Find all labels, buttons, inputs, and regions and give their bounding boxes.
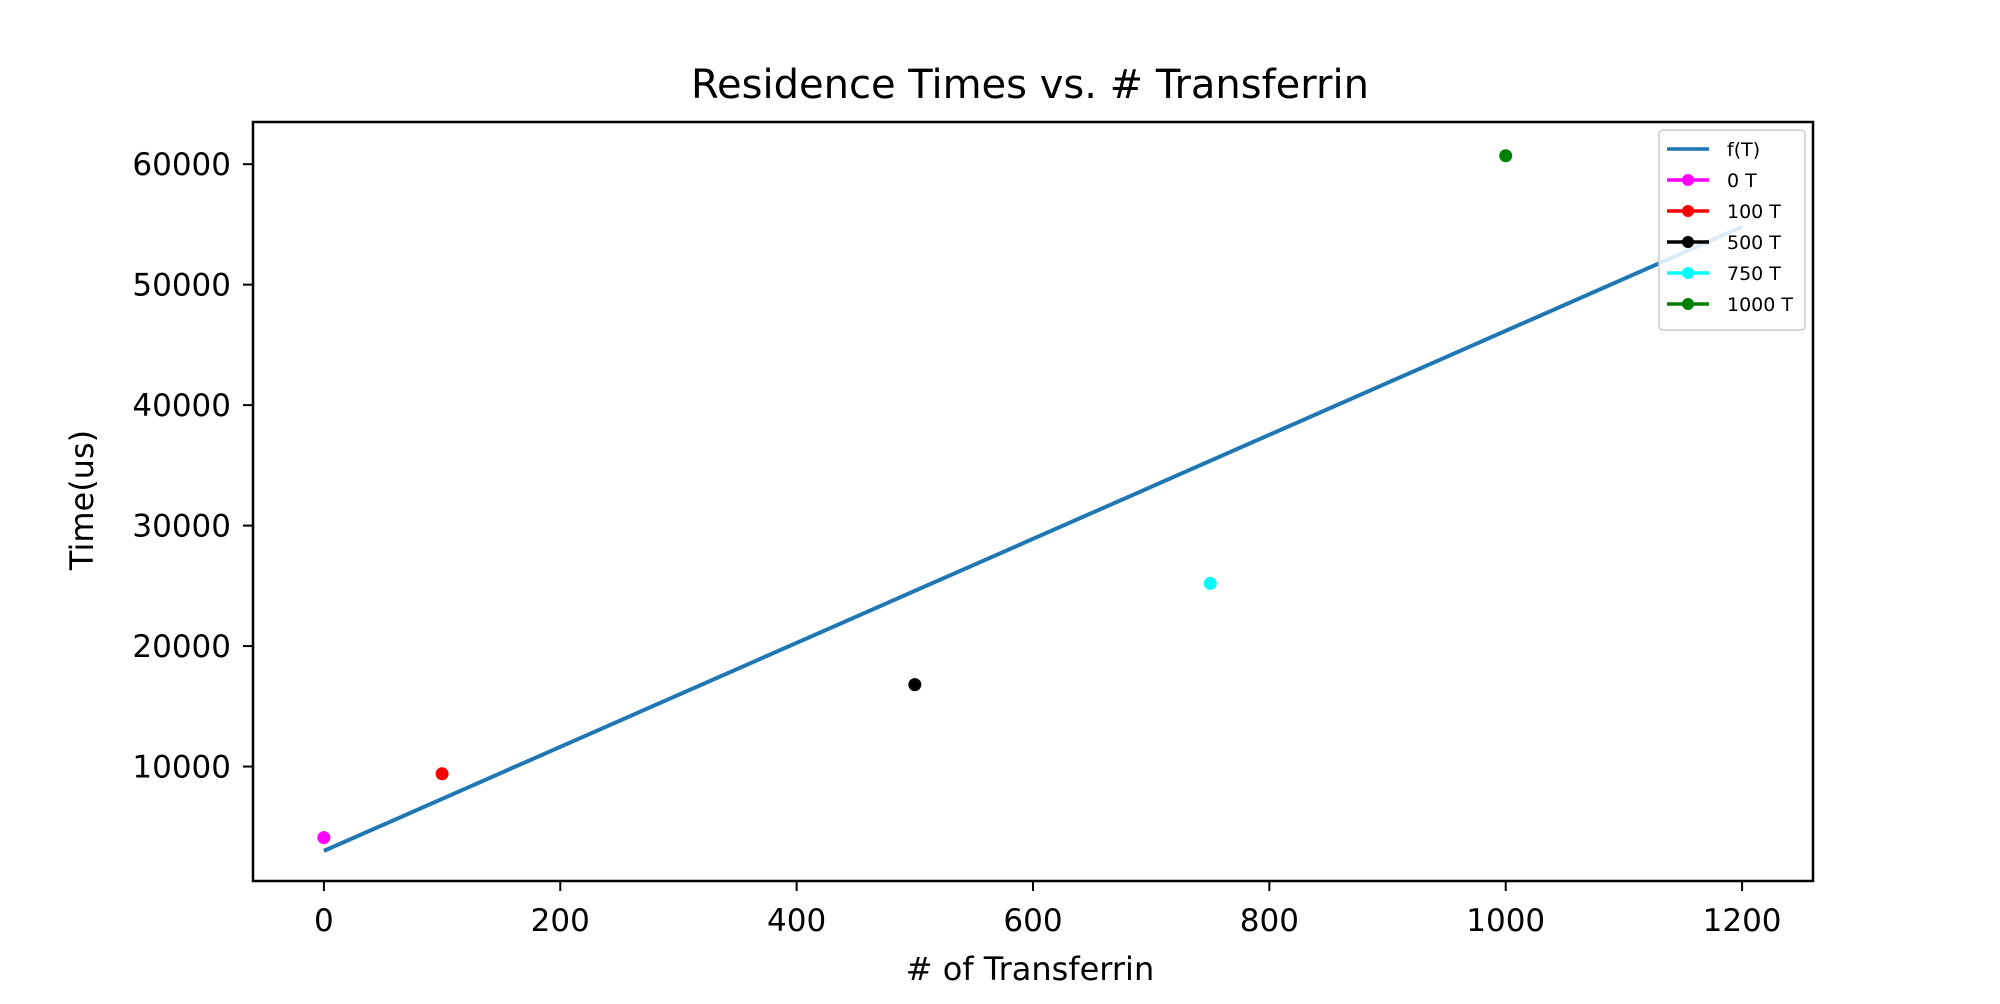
legend-label: 750 T xyxy=(1727,263,1781,285)
legend-label: 0 T xyxy=(1727,170,1757,192)
x-tick-label: 600 xyxy=(1003,903,1062,939)
y-tick-label: 50000 xyxy=(132,268,231,304)
x-tick-label: 0 xyxy=(314,903,334,939)
legend-swatch-marker xyxy=(1682,267,1694,279)
legend-swatch-marker xyxy=(1682,298,1694,310)
legend-swatch-marker xyxy=(1682,236,1694,248)
data-point-750-t xyxy=(1203,576,1217,590)
chart-legend: f(T) 0 T 100 T 500 T 750 T 1000 T xyxy=(1658,129,1806,331)
x-tick-label: 1000 xyxy=(1466,903,1545,939)
legend-label: 500 T xyxy=(1727,232,1781,254)
plot-frame xyxy=(251,120,1815,883)
data-point-0-t xyxy=(317,831,331,845)
y-tick-label: 20000 xyxy=(132,629,231,665)
legend-label: 1000 T xyxy=(1727,294,1793,316)
x-tick-label: 200 xyxy=(531,903,590,939)
legend-label: f(T) xyxy=(1727,139,1760,161)
data-point-500-t xyxy=(908,678,922,692)
x-axis-ticks: 0 200 400 600 800 1000 1200 xyxy=(314,881,1782,939)
x-tick-label: 1200 xyxy=(1703,903,1782,939)
legend-swatch-marker xyxy=(1682,174,1694,186)
x-axis-label: # of Transferrin xyxy=(906,950,1154,988)
x-tick-label: 800 xyxy=(1240,903,1299,939)
y-tick-label: 60000 xyxy=(132,147,231,183)
data-point-1000-t xyxy=(1499,149,1513,163)
legend-swatch-marker xyxy=(1682,205,1694,217)
plot-content xyxy=(317,149,1743,853)
chart-title: Residence Times vs. # Transferrin xyxy=(691,62,1369,108)
y-tick-label: 10000 xyxy=(132,750,231,786)
legend-label: 100 T xyxy=(1727,201,1781,223)
y-axis-label: Time(us) xyxy=(63,430,101,571)
x-tick-label: 400 xyxy=(767,903,826,939)
data-point-100-t xyxy=(435,767,449,781)
y-tick-label: 40000 xyxy=(132,388,231,424)
y-axis-ticks: 10000 20000 30000 40000 50000 60000 xyxy=(132,147,253,786)
y-tick-label: 30000 xyxy=(132,509,231,545)
fit-line-f-t xyxy=(323,224,1743,853)
